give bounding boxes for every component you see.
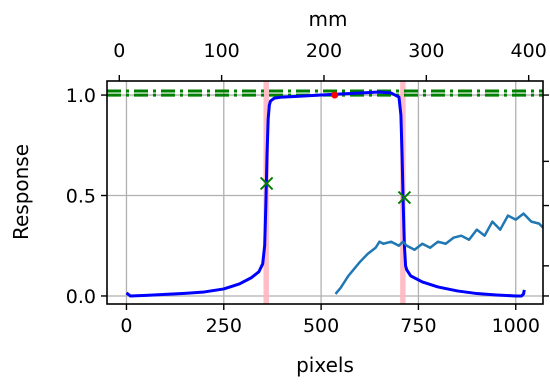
- y-tick-label-1: 0.5: [66, 186, 96, 208]
- half-max-marker-stroke: [259, 176, 274, 191]
- axes-ticks: 0 250 500 750 1000 0 100 200 300 400 0.0 0.5 1.0: [66, 40, 549, 337]
- half-max-marker-1: [397, 190, 412, 205]
- half-max-marker-0: [259, 176, 274, 191]
- y-tick-label-0: 0.0: [66, 286, 96, 308]
- top-axis-title: mm: [309, 7, 348, 31]
- top-tick-label-1: 100: [203, 40, 239, 62]
- response-line: [125, 90, 526, 298]
- y-axis-title: Response: [9, 144, 33, 240]
- plot-frame: [106, 80, 544, 305]
- top-tick-label-2: 200: [306, 40, 342, 62]
- top-tick-label-4: 400: [511, 40, 547, 62]
- noisy-response-line: [334, 212, 543, 295]
- grid: [107, 81, 543, 304]
- half-max-marker-stroke: [397, 190, 412, 205]
- peak-marker: [331, 91, 339, 99]
- x-tick-label-1: 250: [206, 315, 242, 337]
- x-tick-label-3: 750: [400, 315, 436, 337]
- top-tick-label-3: 300: [408, 40, 444, 62]
- x-axis-title: pixels: [296, 353, 354, 377]
- plot-area: [107, 81, 543, 304]
- x-tick-label-4: 1000: [492, 315, 540, 337]
- plot-background: [107, 81, 543, 304]
- top-tick-label-0: 0: [113, 40, 125, 62]
- x-tick-label-2: 500: [303, 315, 339, 337]
- x-tick-label-0: 0: [120, 315, 132, 337]
- y-tick-label-2: 1.0: [66, 85, 96, 107]
